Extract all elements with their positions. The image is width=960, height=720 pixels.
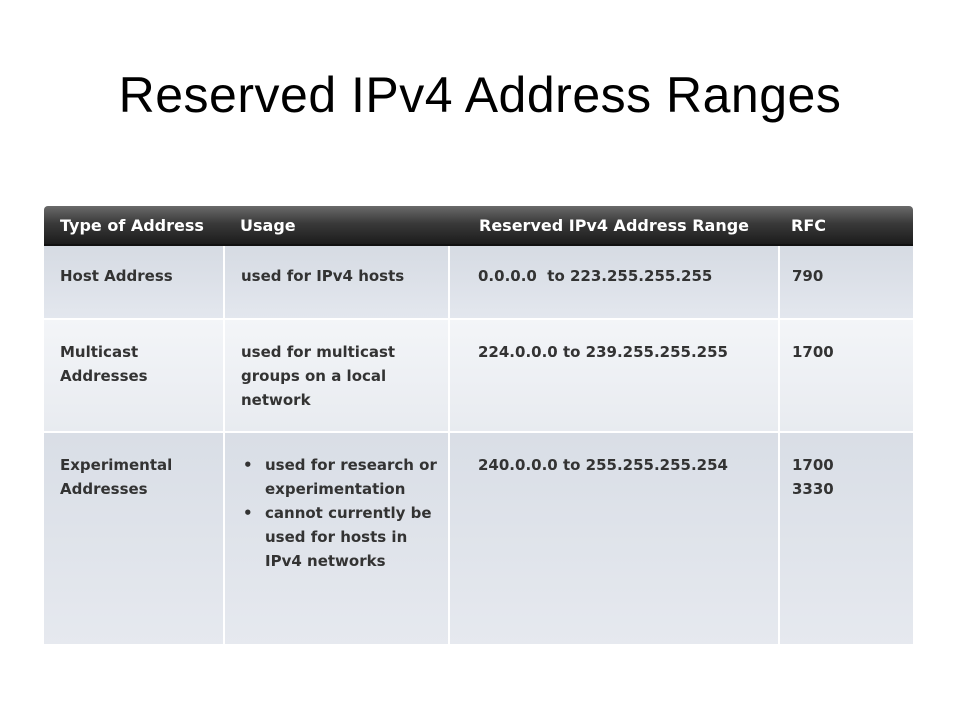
header-address-range: Reserved IPv4 Address Range	[449, 206, 779, 246]
rfc-number: 1700	[792, 343, 834, 361]
cell-type: Host Address	[44, 245, 225, 319]
cell-type-line: Host Address	[60, 267, 173, 285]
cell-rfc: 1700	[779, 318, 913, 432]
table-body: Host Address used for IPv4 hosts 0.0.0.0…	[44, 245, 913, 644]
address-table-container: Type of Address Usage Reserved IPv4 Addr…	[44, 206, 913, 644]
table-row-experimental-addresses: Experimental Addresses used for research…	[44, 431, 913, 644]
cell-rfc: 790	[779, 245, 913, 319]
rfc-number: 790	[792, 267, 824, 285]
cell-type: Experimental Addresses	[44, 431, 225, 644]
cell-range: 224.0.0.0 to 239.255.255.255	[449, 318, 780, 432]
slide-title: Reserved IPv4 Address Ranges	[118, 67, 842, 123]
table-row-multicast-addresses: Multicast Addresses used for multicast g…	[44, 318, 913, 432]
header-row: Type of Address Usage Reserved IPv4 Addr…	[44, 206, 913, 246]
rfc-number: 3330	[792, 480, 834, 498]
usage-bullet-item: cannot currently be used for hosts in IP…	[243, 501, 438, 573]
rfc-number: 1700	[792, 456, 834, 474]
table-header: Type of Address Usage Reserved IPv4 Addr…	[44, 206, 913, 246]
usage-bullet-item: used for research or experimentation	[243, 453, 438, 501]
header-usage: Usage	[224, 206, 449, 246]
usage-bullet-list: used for research or experimentation can…	[241, 453, 438, 573]
cell-usage: used for multicast groups on a local net…	[224, 318, 450, 432]
address-table: Type of Address Usage Reserved IPv4 Addr…	[44, 206, 913, 644]
cell-usage: used for IPv4 hosts	[224, 245, 450, 319]
cell-type-line: Multicast	[60, 343, 139, 361]
cell-type-line: Addresses	[60, 480, 148, 498]
cell-type: Multicast Addresses	[44, 318, 225, 432]
cell-usage: used for research or experimentation can…	[224, 431, 450, 644]
cell-rfc: 1700 3330	[779, 431, 913, 644]
cell-type-line: Experimental	[60, 456, 173, 474]
table-row-host-address: Host Address used for IPv4 hosts 0.0.0.0…	[44, 245, 913, 319]
cell-range: 240.0.0.0 to 255.255.255.254	[449, 431, 780, 644]
header-type-of-address: Type of Address	[44, 206, 224, 246]
cell-type-line: Addresses	[60, 367, 148, 385]
header-rfc: RFC	[779, 206, 913, 246]
cell-range: 0.0.0.0 to 223.255.255.255	[449, 245, 780, 319]
